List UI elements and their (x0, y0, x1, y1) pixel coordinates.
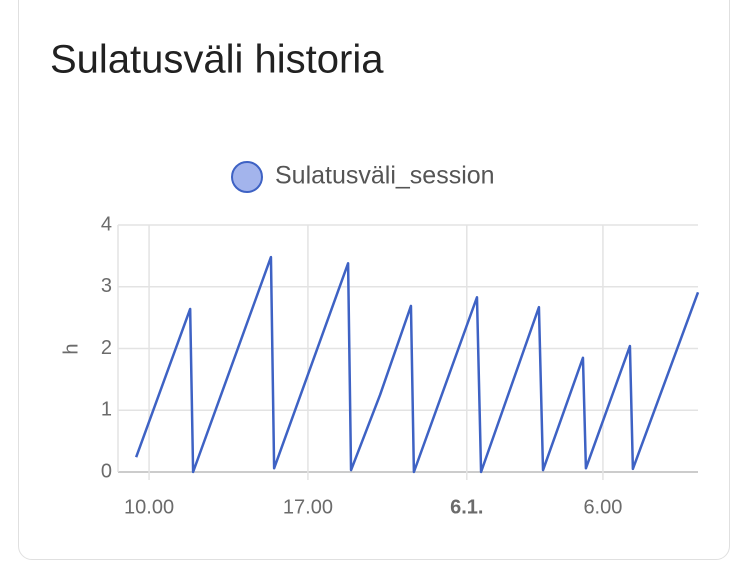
y-tick-label: 0 (101, 460, 112, 482)
x-tick-label: 17.00 (283, 496, 333, 518)
series-line (134, 255, 700, 474)
card (18, 0, 730, 560)
y-tick-label: 3 (101, 275, 112, 297)
y-tick-label: 2 (101, 337, 112, 359)
legend-swatch (231, 161, 263, 193)
y-tick-label: 4 (101, 213, 112, 235)
y-tick-label: 1 (101, 399, 112, 421)
x-tick-label: 6.00 (583, 496, 622, 518)
chart-title: Sulatusväli historia (50, 38, 384, 82)
x-tick-label: 6.1. (450, 496, 483, 518)
y-axis-label: h (60, 343, 82, 354)
x-tick-label: 10.00 (124, 496, 174, 518)
legend-label: Sulatusväli_session (275, 162, 495, 190)
